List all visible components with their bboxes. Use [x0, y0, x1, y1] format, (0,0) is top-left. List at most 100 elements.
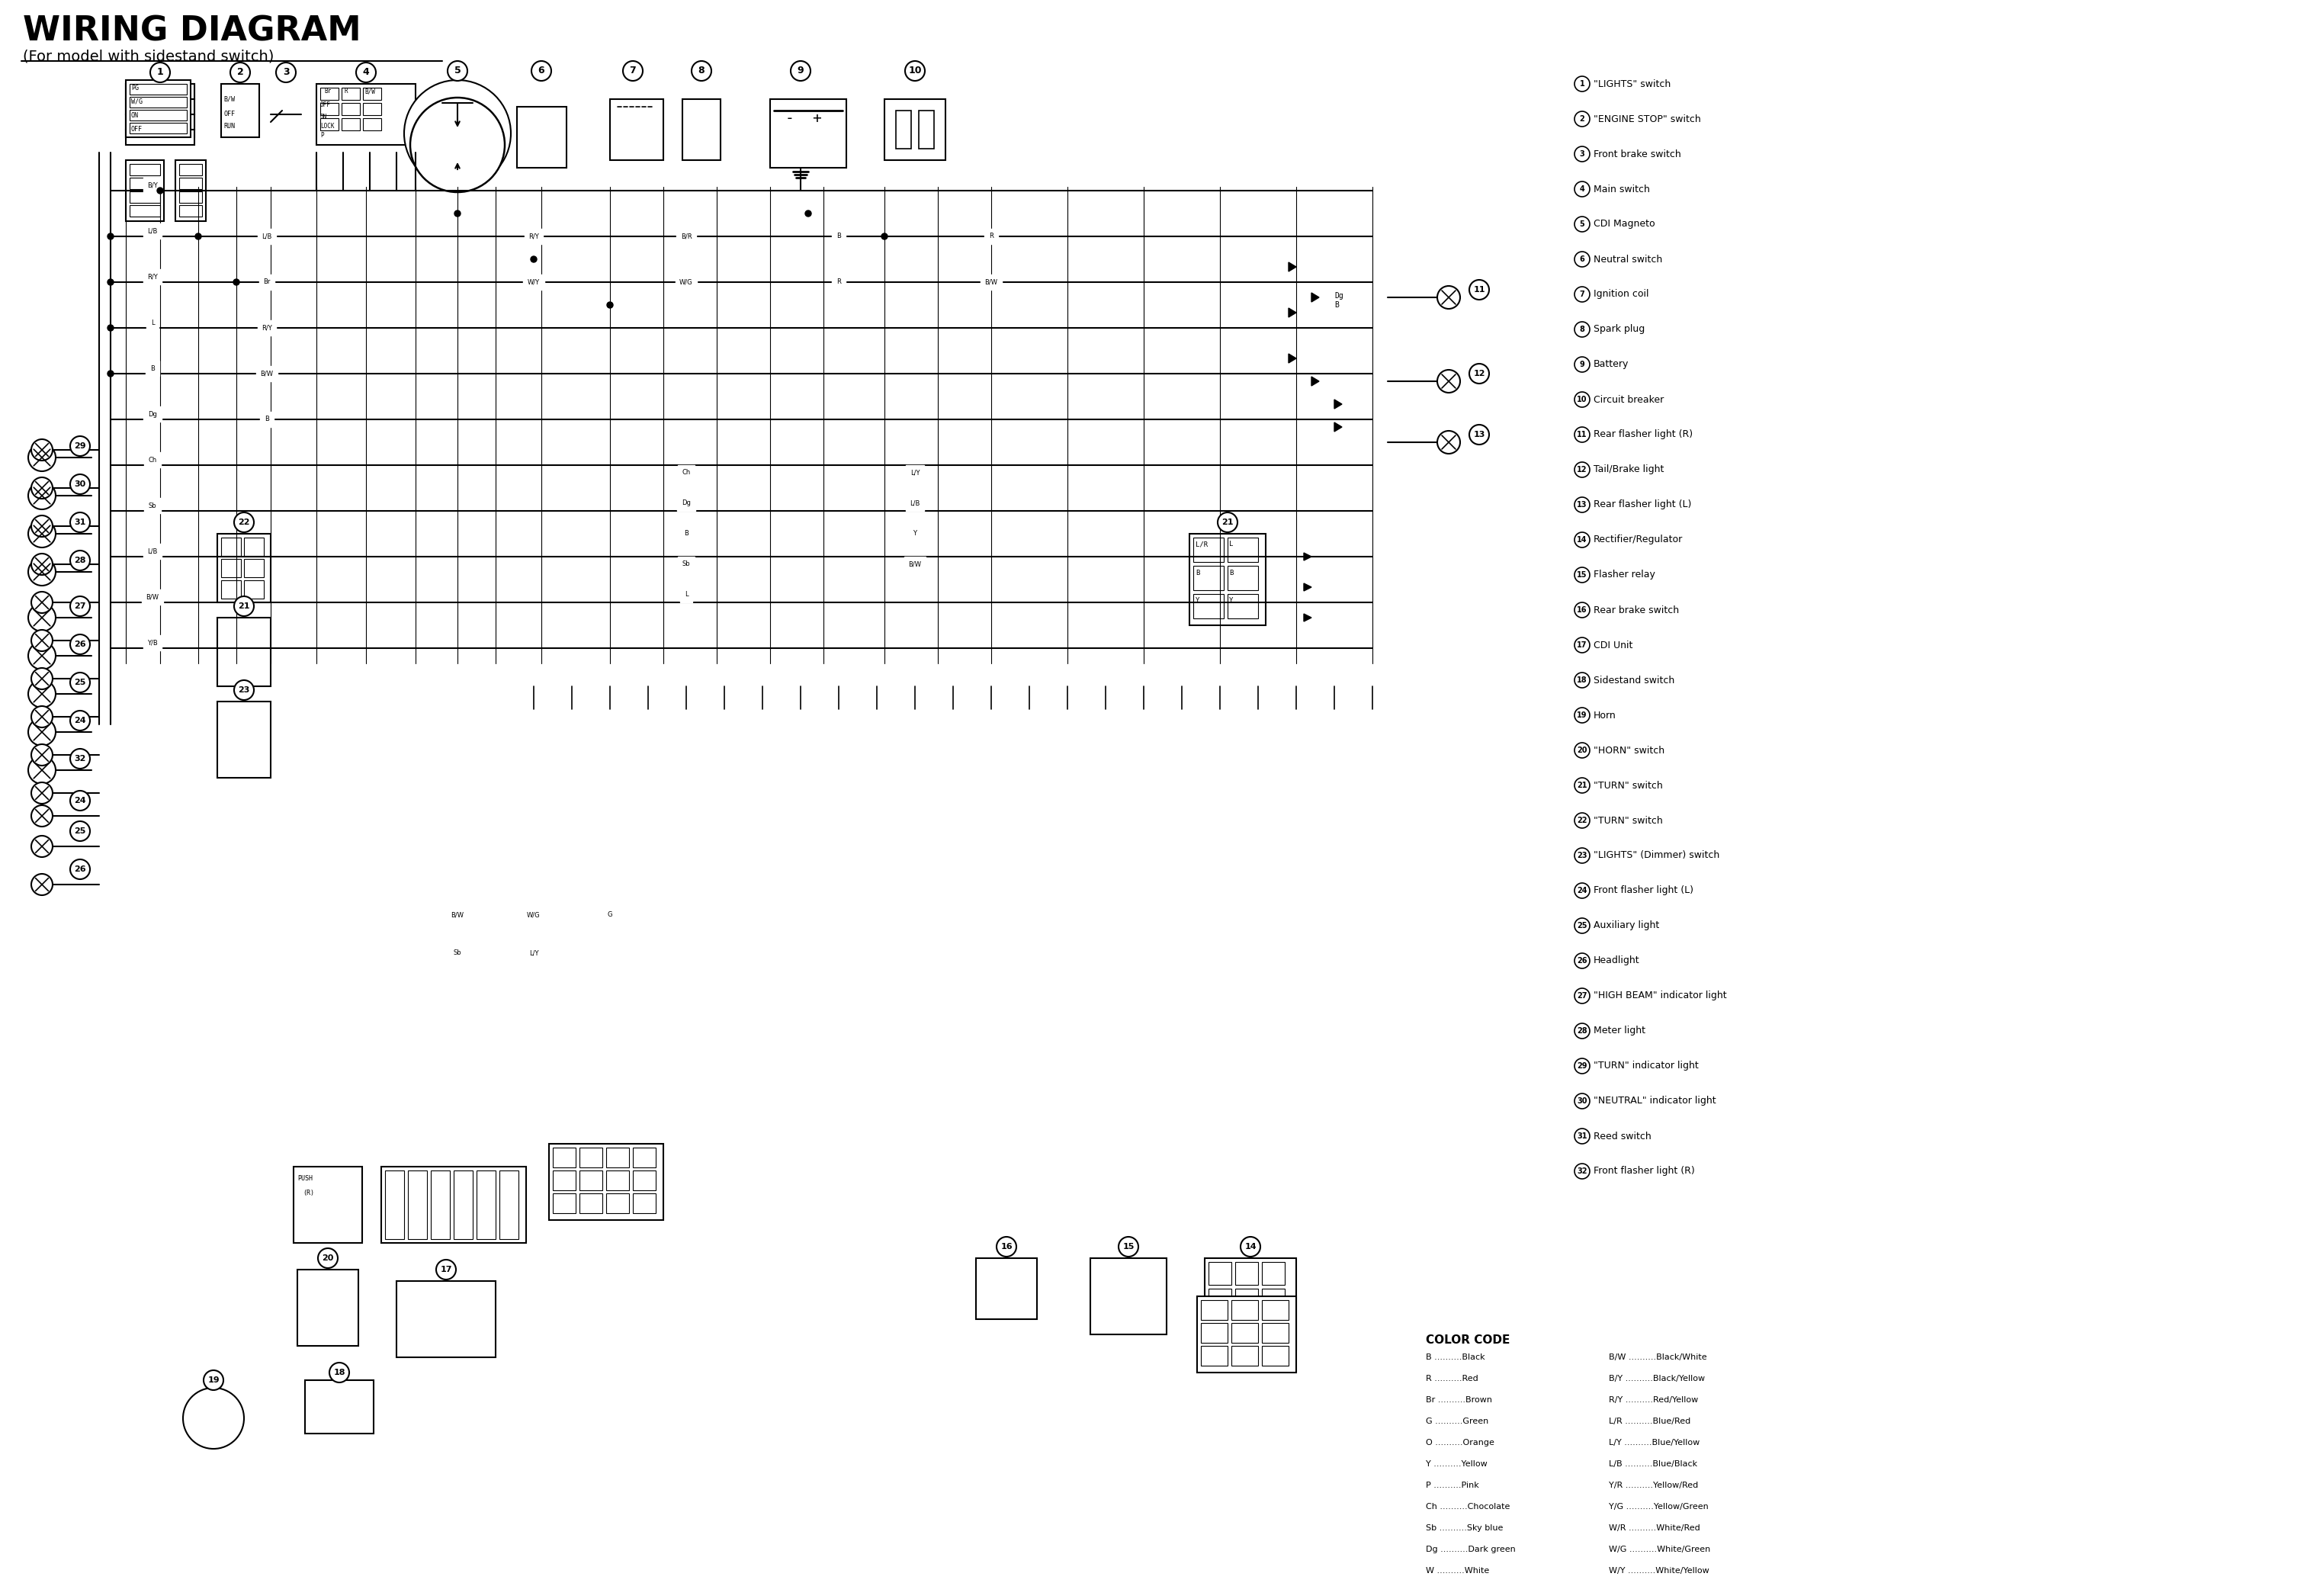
Bar	[293, 1167, 363, 1243]
Text: 25: 25	[74, 679, 86, 687]
Bar	[297, 1270, 358, 1346]
Bar	[125, 114, 195, 130]
Circle shape	[107, 370, 114, 377]
Circle shape	[107, 279, 114, 285]
Text: "HIGH BEAM" indicator light: "HIGH BEAM" indicator light	[1594, 991, 1727, 1000]
Bar	[1192, 594, 1225, 619]
Bar	[130, 84, 186, 95]
Circle shape	[28, 719, 56, 746]
Text: Dg: Dg	[1334, 291, 1343, 299]
Circle shape	[790, 62, 811, 81]
Circle shape	[30, 668, 53, 689]
Circle shape	[28, 443, 56, 472]
Text: Y: Y	[1195, 597, 1199, 605]
Circle shape	[184, 1388, 244, 1448]
Circle shape	[70, 437, 91, 456]
Text: 20: 20	[1578, 747, 1587, 754]
Circle shape	[30, 554, 53, 575]
Circle shape	[1573, 321, 1590, 337]
Text: 23: 23	[237, 687, 251, 693]
Text: "TURN" indicator light: "TURN" indicator light	[1594, 1061, 1699, 1072]
Bar	[1202, 1346, 1227, 1366]
Text: 2: 2	[237, 68, 244, 78]
Bar	[179, 192, 202, 203]
Circle shape	[1573, 883, 1590, 898]
Text: W/G ..........White/Green: W/G ..........White/Green	[1608, 1545, 1710, 1553]
Circle shape	[449, 62, 467, 81]
Text: 27: 27	[1578, 993, 1587, 1000]
Bar	[321, 87, 339, 100]
Circle shape	[1573, 532, 1590, 548]
Text: PUSH: PUSH	[297, 1175, 314, 1181]
Text: Meter light: Meter light	[1594, 1026, 1645, 1035]
Text: 7: 7	[1580, 291, 1585, 298]
Bar	[342, 103, 360, 116]
Bar	[1232, 1300, 1257, 1320]
Circle shape	[1573, 76, 1590, 92]
Text: ON: ON	[130, 112, 139, 119]
Polygon shape	[1304, 552, 1311, 560]
Circle shape	[70, 822, 91, 841]
Circle shape	[997, 1236, 1016, 1257]
Circle shape	[28, 757, 56, 784]
Text: 7: 7	[630, 66, 637, 76]
Text: L: L	[686, 592, 688, 598]
Bar	[304, 1380, 374, 1434]
Bar	[609, 100, 662, 160]
Text: 10: 10	[1578, 396, 1587, 404]
Text: Ch: Ch	[149, 456, 156, 464]
Text: B/W: B/W	[146, 594, 158, 600]
Text: 27: 27	[74, 603, 86, 609]
Bar	[130, 109, 186, 120]
Text: 15: 15	[1122, 1243, 1134, 1251]
Circle shape	[607, 302, 614, 309]
Bar	[500, 1170, 518, 1239]
Circle shape	[30, 478, 53, 499]
Text: Spark plug: Spark plug	[1594, 325, 1645, 334]
Circle shape	[1469, 364, 1490, 383]
Circle shape	[1573, 497, 1590, 513]
Text: 6: 6	[1580, 255, 1585, 263]
Circle shape	[30, 836, 53, 856]
Bar	[607, 1170, 630, 1190]
Text: W/Y ..........White/Yellow: W/Y ..........White/Yellow	[1608, 1567, 1708, 1575]
Bar	[125, 81, 191, 138]
Text: L/B: L/B	[146, 548, 158, 554]
Polygon shape	[1304, 614, 1311, 622]
Bar	[381, 1167, 525, 1243]
Text: Neutral switch: Neutral switch	[1594, 255, 1662, 264]
Circle shape	[693, 62, 711, 81]
Bar	[453, 1170, 472, 1239]
Text: L: L	[151, 320, 153, 326]
Bar	[683, 100, 720, 160]
Text: Sb ..........Sky blue: Sb ..........Sky blue	[1427, 1524, 1504, 1532]
Text: B/W: B/W	[223, 95, 235, 103]
Circle shape	[453, 128, 462, 138]
Text: L/Y: L/Y	[530, 950, 539, 956]
Bar	[363, 87, 381, 100]
Bar	[553, 1148, 576, 1167]
Text: 16: 16	[1002, 1243, 1013, 1251]
Text: Circuit breaker: Circuit breaker	[1594, 394, 1664, 405]
Bar	[553, 1194, 576, 1213]
Text: L/B: L/B	[146, 228, 158, 234]
Bar	[1192, 565, 1225, 590]
Bar	[1234, 1289, 1257, 1312]
Bar	[130, 206, 160, 217]
Text: Y ..........Yellow: Y ..........Yellow	[1427, 1460, 1487, 1467]
Circle shape	[1573, 638, 1590, 652]
Circle shape	[30, 438, 53, 461]
Text: WIRING DIAGRAM: WIRING DIAGRAM	[23, 16, 360, 47]
Bar	[607, 1148, 630, 1167]
Text: PG: PG	[130, 84, 139, 92]
Text: R ..........Red: R ..........Red	[1427, 1374, 1478, 1382]
Text: Dg: Dg	[149, 410, 158, 418]
Text: L: L	[1229, 541, 1234, 548]
Text: 18: 18	[332, 1369, 346, 1376]
Circle shape	[70, 513, 91, 532]
Text: 13: 13	[1473, 431, 1485, 438]
Text: "NEUTRAL" indicator light: "NEUTRAL" indicator light	[1594, 1095, 1715, 1107]
Text: 22: 22	[1578, 817, 1587, 825]
Bar	[1227, 565, 1257, 590]
Text: COLOR CODE: COLOR CODE	[1427, 1334, 1511, 1346]
